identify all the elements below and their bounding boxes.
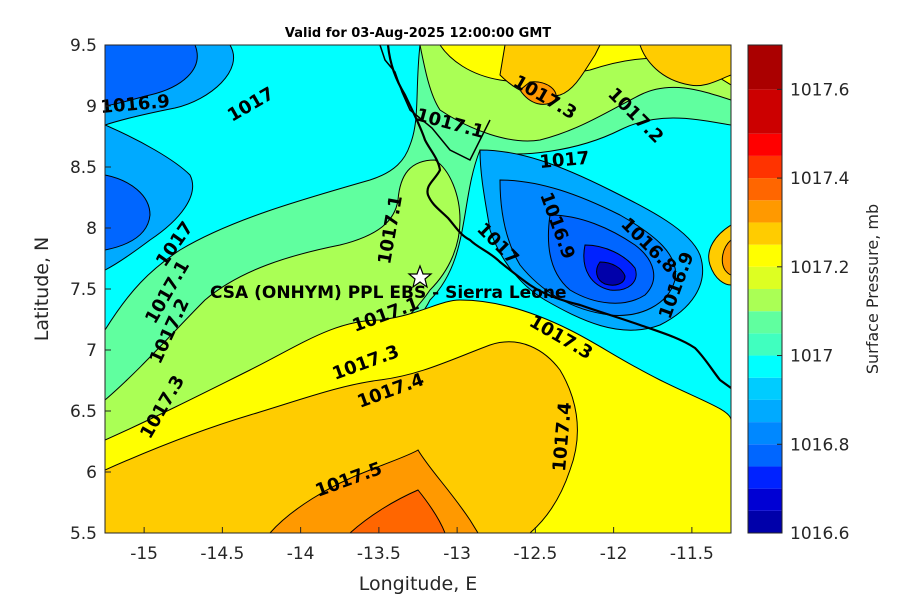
colorbar-frame	[747, 44, 783, 534]
colorbar-title: Surface Pressure, mb	[863, 204, 882, 374]
site-label: CSA (ONHYM) PPL EBS - Sierra Leone	[210, 283, 567, 303]
y-tick-label: 7.5	[70, 280, 97, 300]
colorbar-segment	[748, 89, 782, 134]
contour-label: 1017	[539, 148, 591, 173]
colorbar-segment	[748, 266, 782, 289]
colorbar-segment	[748, 355, 782, 378]
colorbar-segment	[748, 155, 782, 179]
star-icon	[407, 264, 433, 289]
colorbar-segment	[748, 466, 782, 489]
x-tick-label: -13	[443, 544, 471, 564]
colorbar-segment	[748, 222, 782, 245]
y-axis-label: Latitude, N	[31, 237, 53, 342]
colorbar-tick-label: 1017	[790, 347, 833, 367]
region-east-1016-6	[596, 261, 626, 286]
y-tick-label: 6	[86, 463, 97, 483]
x-tick-label: -15	[130, 544, 158, 564]
x-tick-label: -14	[287, 544, 315, 564]
colorbar-segment	[748, 45, 782, 90]
plot-title: Valid for 03-Aug-2025 12:00:00 GMT	[285, 26, 551, 41]
x-axis-label: Longitude, E	[359, 573, 478, 595]
colorbar-segment	[748, 133, 782, 156]
contour-map	[105, 45, 731, 533]
site-marker: CSA (ONHYM) PPL EBS - Sierra Leone	[210, 264, 567, 303]
colorbar-segment	[748, 289, 782, 312]
colorbar-ticks: 1017.6 1017.4 1017.2 1017 1016.8 1016.6	[777, 80, 849, 544]
colorbar	[748, 45, 782, 533]
colorbar-segment	[748, 311, 782, 334]
y-tick-label: 7	[86, 341, 97, 361]
colorbar-segment	[748, 178, 782, 201]
x-tick-label: -13.5	[357, 544, 401, 564]
colorbar-segment	[748, 444, 782, 467]
colorbar-tick-label: 1016.6	[790, 524, 849, 544]
region-nw-1016-8	[105, 45, 198, 107]
colorbar-segment	[748, 488, 782, 511]
colorbar-segment	[748, 244, 782, 267]
colorbar-segment	[748, 377, 782, 400]
colorbar-tick-label: 1017.6	[790, 80, 849, 100]
y-tick-label: 8	[86, 219, 97, 239]
colorbar-segment	[748, 200, 782, 223]
colorbar-segment	[748, 399, 782, 423]
coastline	[386, 45, 731, 389]
y-tick-label: 9	[86, 97, 97, 117]
x-tick-label: -11.5	[670, 544, 714, 564]
region-1017-5	[269, 81, 557, 533]
border-line	[379, 45, 491, 162]
colorbar-segment	[748, 422, 782, 445]
x-tick-label: -12.5	[513, 544, 557, 564]
y-tick-label: 5.5	[70, 524, 97, 544]
colorbar-tick-label: 1016.8	[790, 435, 849, 455]
region-west-1016-8	[105, 174, 151, 251]
x-tick-label: -12	[600, 544, 628, 564]
colorbar-tick-label: 1017.2	[790, 258, 849, 278]
colorbar-segment	[748, 510, 782, 533]
colorbar-segment	[748, 333, 782, 356]
region-1017-6	[349, 489, 446, 533]
y-tick-label: 9.5	[70, 36, 97, 56]
y-tick-label: 8.5	[70, 158, 97, 178]
x-axis-ticks: -15 -14.5 -14 -13.5 -13 -12.5 -12 -11.5	[130, 527, 714, 564]
y-tick-label: 6.5	[70, 402, 97, 422]
colorbar-tick-label: 1017.4	[790, 169, 849, 189]
y-axis-ticks: 5.5 6 6.5 7 7.5 8 8.5 9 9.5	[70, 36, 111, 544]
x-tick-label: -14.5	[200, 544, 244, 564]
